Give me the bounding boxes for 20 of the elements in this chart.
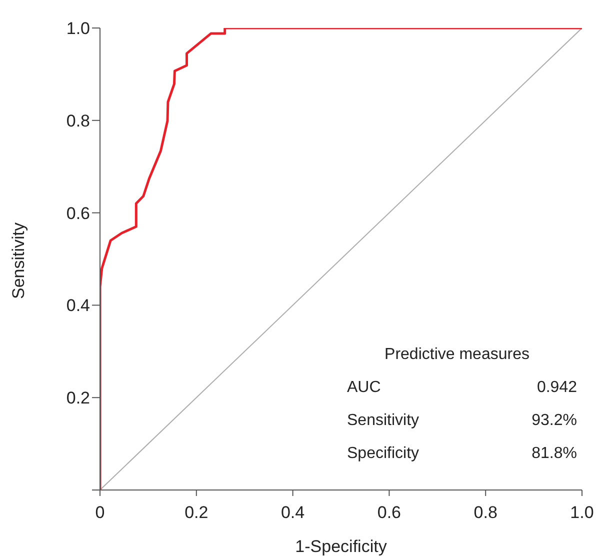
- x-tick-label: 0.2: [184, 503, 208, 522]
- y-tick-label: 0.4: [66, 296, 90, 316]
- x-axis-title: 1-Specificity: [295, 537, 388, 556]
- x-tick-label: 0: [95, 503, 105, 522]
- x-tick-label: 0.8: [474, 503, 498, 522]
- y-axis-title: Sensitivity: [9, 222, 28, 299]
- annotation: Predictive measures: [384, 345, 530, 365]
- x-tick-label: 1.0: [570, 503, 594, 522]
- annotation: 93.2%: [532, 411, 577, 431]
- x-tick-label: 0.6: [377, 503, 402, 522]
- y-tick-label: 1.0: [66, 19, 90, 38]
- y-tick-label: 0.6: [66, 204, 90, 223]
- x-tick-label: 0.4: [280, 503, 305, 522]
- y-tick-label: 0.8: [66, 111, 90, 130]
- annotation: AUC: [347, 378, 381, 398]
- annotation: Sensitivity: [347, 411, 420, 431]
- y-tick-label: 0.2: [66, 388, 90, 408]
- annotation: 81.8%: [532, 444, 577, 464]
- annotation: 0.942: [536, 378, 577, 398]
- annotation: Specificity: [347, 444, 420, 464]
